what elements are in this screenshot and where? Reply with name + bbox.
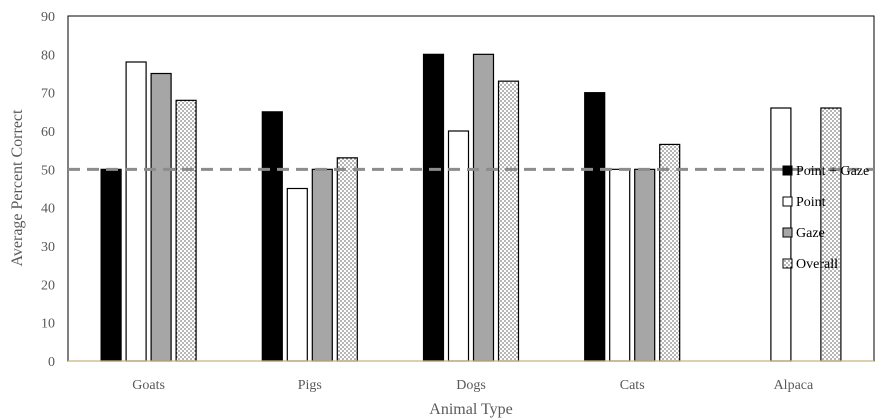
x-tick-label: Pigs <box>298 378 322 393</box>
plot-area <box>67 15 875 362</box>
y-axis-ticks: 0 10 20 30 40 50 60 70 80 90 <box>41 10 55 370</box>
y-tick-label: 60 <box>41 125 55 140</box>
bar-goats-point <box>125 61 147 362</box>
bar-cats-gaze <box>634 168 656 362</box>
x-axis-title: Animal Type <box>429 401 512 418</box>
x-axis-ticks: Goats Pigs Dogs Cats Alpaca <box>132 378 814 393</box>
bar-pigs-overall <box>336 157 358 362</box>
bar-cats-point <box>609 168 631 362</box>
legend-swatch <box>782 196 793 207</box>
bar-dogs-point <box>447 130 470 362</box>
y-tick-label: 40 <box>41 202 55 217</box>
bar-dogs-gaze <box>472 53 495 362</box>
legend-label: Point + Gaze <box>796 164 869 179</box>
y-axis-title: Average Percent Correct <box>9 109 26 267</box>
legend-label: Overall <box>796 257 838 272</box>
x-tick-label: Cats <box>620 378 645 393</box>
x-tick-label: Goats <box>132 378 165 393</box>
bars <box>100 53 842 362</box>
x-tick-label: Dogs <box>456 378 486 393</box>
y-tick-label: 20 <box>41 278 55 293</box>
legend: Point + Gaze Point Gaze Overall <box>782 164 869 272</box>
legend-label: Point <box>796 195 826 210</box>
legend-swatch <box>782 258 793 269</box>
y-tick-label: 70 <box>41 87 55 102</box>
bar-dogs-point-gaze <box>422 53 445 362</box>
y-tick-label: 50 <box>41 163 55 178</box>
bar-goats-overall <box>175 99 197 362</box>
legend-swatch <box>782 165 793 176</box>
y-tick-label: 90 <box>41 10 55 25</box>
y-tick-label: 0 <box>48 355 55 370</box>
y-tick-label: 30 <box>41 240 55 255</box>
bar-cats-point-gaze <box>584 92 606 362</box>
y-tick-label: 80 <box>41 48 55 63</box>
bar-cats-overall <box>659 143 681 362</box>
bar-dogs-overall <box>497 80 520 362</box>
legend-label: Gaze <box>796 226 825 241</box>
legend-swatch <box>782 227 793 238</box>
bar-pigs-point-gaze <box>261 111 283 362</box>
bar-pigs-point <box>286 187 308 362</box>
bar-goats-point-gaze <box>100 168 122 362</box>
bar-goats-gaze <box>150 72 172 362</box>
bar-pigs-gaze <box>311 168 333 362</box>
y-tick-label: 10 <box>41 317 55 332</box>
x-tick-label: Alpaca <box>774 378 814 393</box>
